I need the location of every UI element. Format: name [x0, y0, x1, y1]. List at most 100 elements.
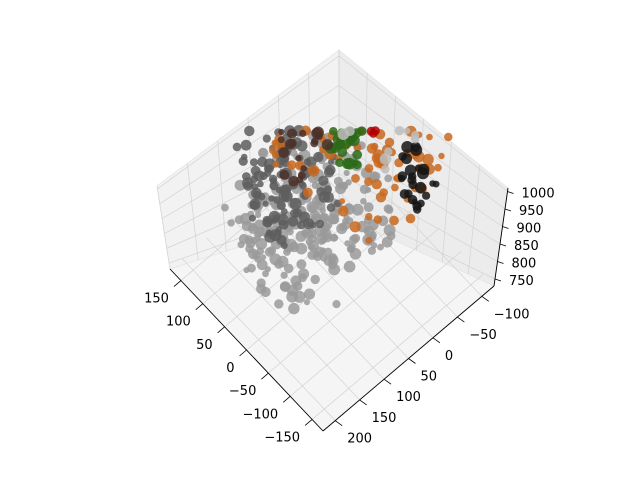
- y-tick-label-4: 0: [445, 349, 453, 364]
- data-point-238: [267, 246, 277, 255]
- data-point-162: [288, 302, 300, 315]
- data-point-358: [268, 210, 281, 223]
- data-point-359: [250, 158, 258, 167]
- y-tick-label-6: −100: [494, 307, 530, 322]
- x-tick-6: [304, 419, 313, 426]
- data-point-122: [349, 234, 359, 245]
- x-tick-3: [239, 349, 247, 357]
- data-point-30: [260, 254, 267, 261]
- data-point-137: [221, 203, 229, 212]
- x-tick-label-6: −150: [264, 430, 300, 445]
- data-point-207: [343, 260, 356, 273]
- data-point-254: [329, 214, 340, 225]
- data-point-394: [307, 164, 320, 177]
- y-tick-5: [457, 316, 465, 323]
- data-point-486: [337, 147, 348, 158]
- y-tick-label-0: 200: [347, 432, 372, 447]
- data-point-488: [347, 134, 360, 147]
- data-point-135: [286, 284, 299, 296]
- z-tick-2: [499, 243, 507, 247]
- data-point-164: [227, 219, 235, 227]
- data-point-469: [352, 149, 363, 160]
- data-point-182: [343, 169, 350, 177]
- data-point-489: [357, 126, 367, 136]
- data-point-405: [405, 213, 416, 224]
- data-point-71: [359, 184, 370, 194]
- grid-line-y-0: [181, 258, 336, 421]
- data-point-431: [365, 236, 373, 245]
- data-point-223: [258, 147, 269, 159]
- data-point-463: [398, 152, 407, 161]
- data-point-375: [287, 160, 297, 170]
- data-point-496: [403, 127, 411, 135]
- data-point-317: [242, 177, 254, 189]
- data-point-213: [344, 240, 351, 247]
- data-point-456: [408, 172, 417, 181]
- data-point-507: [287, 128, 297, 139]
- z-tick-1: [497, 261, 504, 264]
- data-point-239: [340, 181, 349, 190]
- data-point-450: [397, 171, 408, 181]
- data-point-510: [288, 176, 299, 187]
- x-tick-1: [195, 303, 204, 311]
- data-point-395: [271, 150, 280, 159]
- data-point-166: [296, 259, 307, 270]
- data-point-283: [268, 195, 275, 202]
- x-tick-label-4: −50: [229, 384, 256, 399]
- data-point-502: [278, 147, 290, 158]
- data-point-225: [310, 274, 320, 285]
- data-point-222: [269, 253, 282, 266]
- data-point-221: [298, 273, 307, 283]
- y-tick-3: [408, 358, 416, 364]
- data-point-308: [328, 158, 334, 165]
- y-tick-6: [481, 296, 490, 302]
- data-point-498: [379, 153, 392, 165]
- data-point-216: [370, 242, 378, 249]
- data-point-362: [264, 169, 272, 177]
- z-tick-label-4: 950: [519, 204, 544, 219]
- data-point-326: [292, 208, 303, 218]
- data-point-512: [296, 176, 304, 184]
- data-point-373: [364, 164, 374, 173]
- data-point-420: [303, 187, 313, 198]
- data-point-314: [316, 187, 326, 197]
- data-point-490: [381, 164, 390, 174]
- data-point-209: [302, 227, 313, 239]
- y-tick-2: [383, 378, 392, 385]
- data-point-136: [255, 211, 262, 219]
- data-point-79: [283, 263, 294, 274]
- data-point-482: [342, 158, 353, 170]
- data-point-40: [377, 243, 384, 251]
- z-tick-3: [502, 226, 509, 229]
- data-point-208: [237, 241, 245, 249]
- data-point-338: [257, 156, 268, 167]
- data-point-350: [305, 156, 317, 168]
- data-point-167: [295, 242, 308, 255]
- data-point-428: [389, 215, 399, 226]
- data-point-430: [391, 183, 399, 192]
- z-tick-5: [507, 191, 514, 194]
- data-point-479: [329, 127, 338, 136]
- data-point-340: [325, 164, 336, 176]
- data-point-235: [314, 246, 325, 257]
- data-point-198: [369, 231, 377, 240]
- data-point-454: [414, 181, 427, 194]
- data-point-219: [363, 227, 370, 234]
- tick-marks: [173, 191, 514, 426]
- data-point-335: [287, 216, 299, 227]
- data-point-186: [247, 263, 256, 273]
- data-point-246: [280, 271, 288, 279]
- data-point-226: [274, 299, 284, 309]
- data-point-230: [342, 218, 349, 225]
- data-point-388: [339, 198, 346, 205]
- data-point-351: [249, 200, 259, 210]
- data-point-455: [412, 201, 422, 211]
- data-point-379: [434, 163, 442, 172]
- data-point-284: [326, 203, 336, 212]
- data-point-439: [370, 126, 380, 136]
- data-point-269: [318, 175, 329, 186]
- data-point-515: [295, 155, 302, 162]
- y-tick-4: [432, 337, 441, 344]
- data-point-491: [394, 126, 405, 136]
